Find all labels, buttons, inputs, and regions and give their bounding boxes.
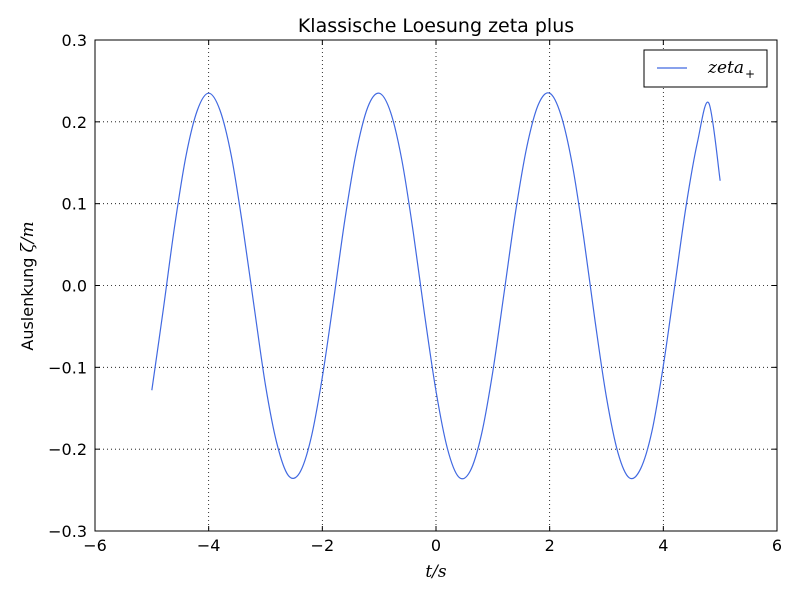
legend-series-name: zeta: [707, 58, 744, 78]
y-tick-label: 0.3: [62, 31, 87, 50]
series-line-zeta-plus: [151, 92, 721, 480]
axis-ticks: −6 −4 −2 0 2 4 6 −0.3 −0.2 −0.1 0.0 0.1 0.2 0.3: [48, 31, 782, 555]
x-axis-label: t/s: [425, 562, 447, 582]
x-tick-label: 2: [545, 536, 555, 555]
x-tick-label: 6: [772, 536, 782, 555]
x-tick-label: 4: [658, 536, 668, 555]
legend-series-subscript: +: [745, 67, 755, 81]
legend: zeta+: [643, 49, 768, 88]
legend-entry: zeta+: [707, 58, 755, 81]
x-tick-label: −2: [311, 536, 335, 555]
y-tick-label: −0.1: [48, 358, 87, 377]
y-tick-label: 0.0: [62, 277, 87, 296]
x-tick-label: −4: [197, 536, 221, 555]
y-axis-label-math: ζ/m: [18, 221, 38, 252]
y-tick-label: −0.2: [48, 440, 87, 459]
y-axis-label-text: Auslenkung: [18, 252, 37, 350]
x-tick-label: −6: [83, 536, 107, 555]
y-tick-label: 0.2: [62, 113, 87, 132]
legend-box: [643, 49, 768, 88]
x-tick-label: 0: [431, 536, 441, 555]
y-axis-label: Auslenkung ζ/m: [18, 221, 38, 350]
chart-title: Klassische Loesung zeta plus: [298, 15, 574, 37]
plot-area: [151, 92, 721, 480]
y-tick-label: 0.1: [62, 195, 87, 214]
y-tick-label: −0.3: [48, 522, 87, 541]
